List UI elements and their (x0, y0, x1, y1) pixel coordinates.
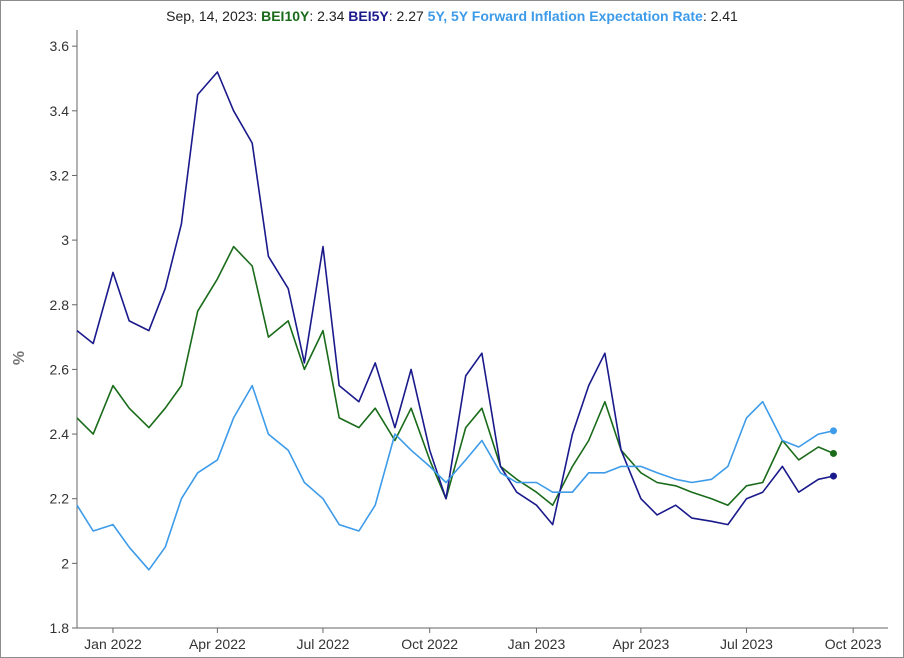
y-tick-label: 2.2 (50, 491, 70, 507)
x-tick-label: Oct 2022 (401, 636, 458, 652)
tooltip-series-bei5y-value: 2.27 (396, 8, 424, 24)
y-axis-label: % (11, 351, 28, 365)
y-tick-label: 2 (61, 555, 69, 571)
tooltip-series-5y5y-value: 2.41 (710, 8, 738, 24)
y-tick-label: 1.8 (50, 620, 70, 636)
y-tick-label: 3.6 (50, 38, 70, 54)
series-end-markers (829, 427, 837, 480)
series-lines (76, 71, 834, 571)
series-end-marker-bei5y (829, 472, 837, 480)
x-tick-label: Apr 2023 (612, 636, 669, 652)
series-line-bei5y (76, 71, 834, 526)
tooltip-series-bei5y-name: BEI5Y (348, 8, 389, 24)
y-tick-label: 2.8 (50, 297, 70, 313)
tooltip-series-bei10y-name: BEI10Y (261, 8, 310, 24)
series-end-marker-forward-5y5y (829, 427, 837, 435)
tooltip-series-5y5y-name: 5Y, 5Y Forward Inflation Expectation Rat… (427, 8, 703, 24)
x-tick-label: Jul 2022 (296, 636, 349, 652)
series-end-marker-bei10y (829, 449, 837, 457)
x-tick-label: Jan 2023 (508, 636, 566, 652)
y-tick-label: 3.4 (50, 103, 70, 119)
series-line-bei10y (76, 245, 834, 507)
y-tick-label: 2.4 (50, 426, 70, 442)
x-tick-label: Jul 2023 (720, 636, 773, 652)
series-line-forward-5y5y (76, 384, 834, 571)
y-tick-label: 2.6 (50, 361, 70, 377)
x-tick-label: Oct 2023 (825, 636, 882, 652)
tooltip-series-bei10y-value: 2.34 (317, 8, 345, 24)
hover-tooltip: Sep, 14, 2023: BEI10Y: 2.34 BEI5Y: 2.27 … (166, 8, 738, 24)
x-tick-label: Apr 2022 (189, 636, 246, 652)
y-tick-label: 3.2 (50, 167, 70, 183)
x-tick-label: Jan 2022 (84, 636, 142, 652)
axes: 1.8 2 2.2 2.4 2.6 2.8 3 3.2 3.4 3.6 Jan 2022 Apr 20… (50, 30, 888, 652)
tooltip-date: Sep, 14, 2023: (166, 8, 258, 24)
y-tick-label: 3 (61, 232, 69, 248)
